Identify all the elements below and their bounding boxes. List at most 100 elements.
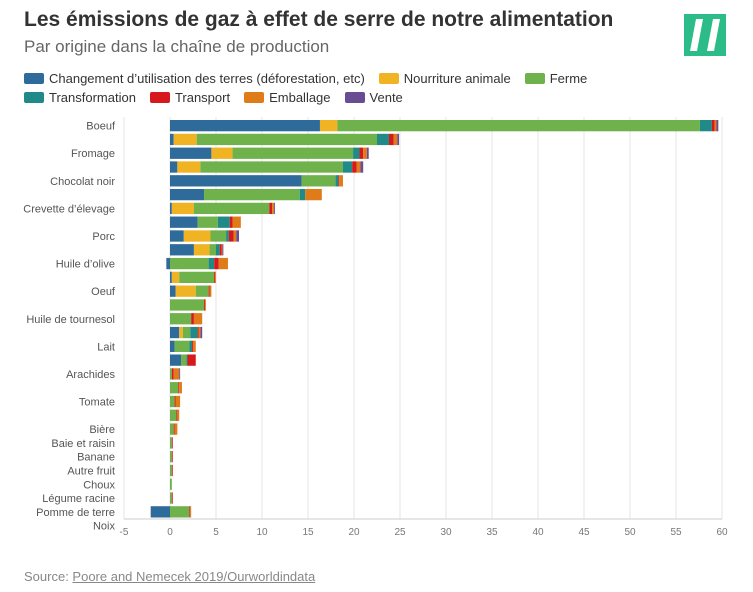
category-label: Porc [92, 231, 115, 243]
bar-segment [171, 437, 173, 449]
category-label: Noix [93, 521, 116, 533]
legend-label: Nourriture animale [403, 71, 511, 86]
bar-segment [186, 354, 188, 366]
bar-segment [178, 382, 180, 394]
bar-segment [170, 492, 172, 504]
x-tick-label: 0 [167, 527, 173, 538]
x-tick-label: -5 [120, 527, 129, 538]
bar-segment [177, 409, 180, 421]
bar-segment [171, 492, 173, 504]
bar-segment [228, 230, 234, 242]
bar-segment [170, 244, 194, 256]
bar-segment [189, 340, 193, 352]
x-tick-label: 30 [440, 527, 452, 538]
category-label: Crevette d’élevage [23, 203, 115, 215]
category-label: Autre fruit [67, 465, 115, 477]
bar-segment [177, 161, 201, 173]
bar-segment [170, 120, 320, 132]
bar-segment [171, 451, 173, 463]
legend-swatch [244, 92, 265, 103]
bar-segment [170, 175, 302, 187]
bar-segment [272, 202, 274, 215]
bar-segment [170, 188, 205, 201]
bar-segment [359, 147, 364, 159]
bar-segment [197, 216, 218, 228]
category-label: Huile de tournesol [26, 314, 115, 326]
legend-item: Ferme [524, 71, 587, 86]
bar-segment [215, 271, 216, 284]
bar-segment [198, 326, 201, 339]
bar-segment [335, 175, 339, 187]
bar-segment [175, 285, 196, 297]
bar-segment [171, 368, 174, 380]
legend-swatch [149, 92, 170, 103]
bar-segment [363, 147, 367, 159]
legend-label: Emballage [269, 90, 331, 105]
bar-segment [339, 175, 343, 187]
bar-segment [170, 464, 172, 477]
source-prefix: Source: [24, 569, 73, 584]
bar-segment [170, 133, 174, 146]
bar-segment [211, 147, 233, 159]
bar-segment [174, 340, 190, 352]
chart-subtitle: Par origine dans la chaîne de production [24, 37, 330, 56]
legend-swatch [24, 73, 44, 84]
bar-segment [388, 133, 394, 146]
x-tick-label: 55 [670, 527, 682, 538]
category-label: Légume racine [42, 493, 115, 505]
bar-segment [353, 147, 360, 159]
category-label: Pomme de terre [36, 507, 115, 519]
category-label: Tomate [79, 397, 115, 409]
bar-segment [170, 216, 198, 228]
legend-item: Emballage [244, 90, 331, 105]
bar-segment [170, 368, 172, 380]
bar-segment [218, 257, 228, 270]
bar-segment [356, 161, 361, 173]
source-link[interactable]: Poore and Nemecek 2019/Ourworldindata [72, 569, 316, 584]
legend-swatch [378, 73, 399, 84]
bar-segment [170, 354, 182, 366]
category-label: Baie et raisin [51, 438, 115, 450]
bar-segment [208, 257, 215, 270]
bar-segment [193, 244, 210, 256]
legend-item: Nourriture animale [378, 71, 511, 86]
bar-segment [174, 395, 176, 408]
bar-segment [236, 230, 239, 242]
x-tick-label: 20 [348, 527, 360, 538]
bar-segment [170, 326, 180, 339]
bar-segment [170, 299, 205, 311]
bar-segment [305, 188, 322, 201]
bar-segment [174, 423, 178, 435]
bar-segment [221, 244, 223, 256]
bar-segment [170, 271, 172, 284]
bar-segment [196, 133, 377, 146]
bar-segment [192, 340, 193, 352]
bar-segment [232, 216, 241, 228]
bar-segment [187, 354, 196, 366]
bar-segment [209, 244, 216, 256]
bar-segment [173, 368, 180, 380]
bar-segment [170, 409, 177, 421]
bar-segment [173, 133, 197, 146]
bar-segment [170, 202, 172, 215]
bar-segment [173, 423, 175, 435]
category-label: Fromage [71, 148, 115, 160]
bar-segment [273, 202, 275, 215]
category-label: Lait [97, 341, 115, 353]
bar-segment [208, 285, 210, 297]
x-tick-label: 15 [302, 527, 314, 538]
bar-segment [171, 464, 173, 477]
huffpost-logo-icon [684, 14, 726, 56]
bar-segment [226, 230, 229, 242]
bar-segment [191, 313, 194, 325]
legend-swatch [344, 92, 365, 103]
bar-segment [210, 230, 227, 242]
bar-segment [342, 161, 353, 173]
bar-segment [170, 437, 172, 449]
x-tick-label: 10 [256, 527, 268, 538]
bar-segment [170, 423, 174, 435]
bar-segment [299, 188, 306, 201]
bar-segment [170, 147, 212, 159]
bar-segment [182, 326, 191, 339]
bar-segment [170, 161, 178, 173]
